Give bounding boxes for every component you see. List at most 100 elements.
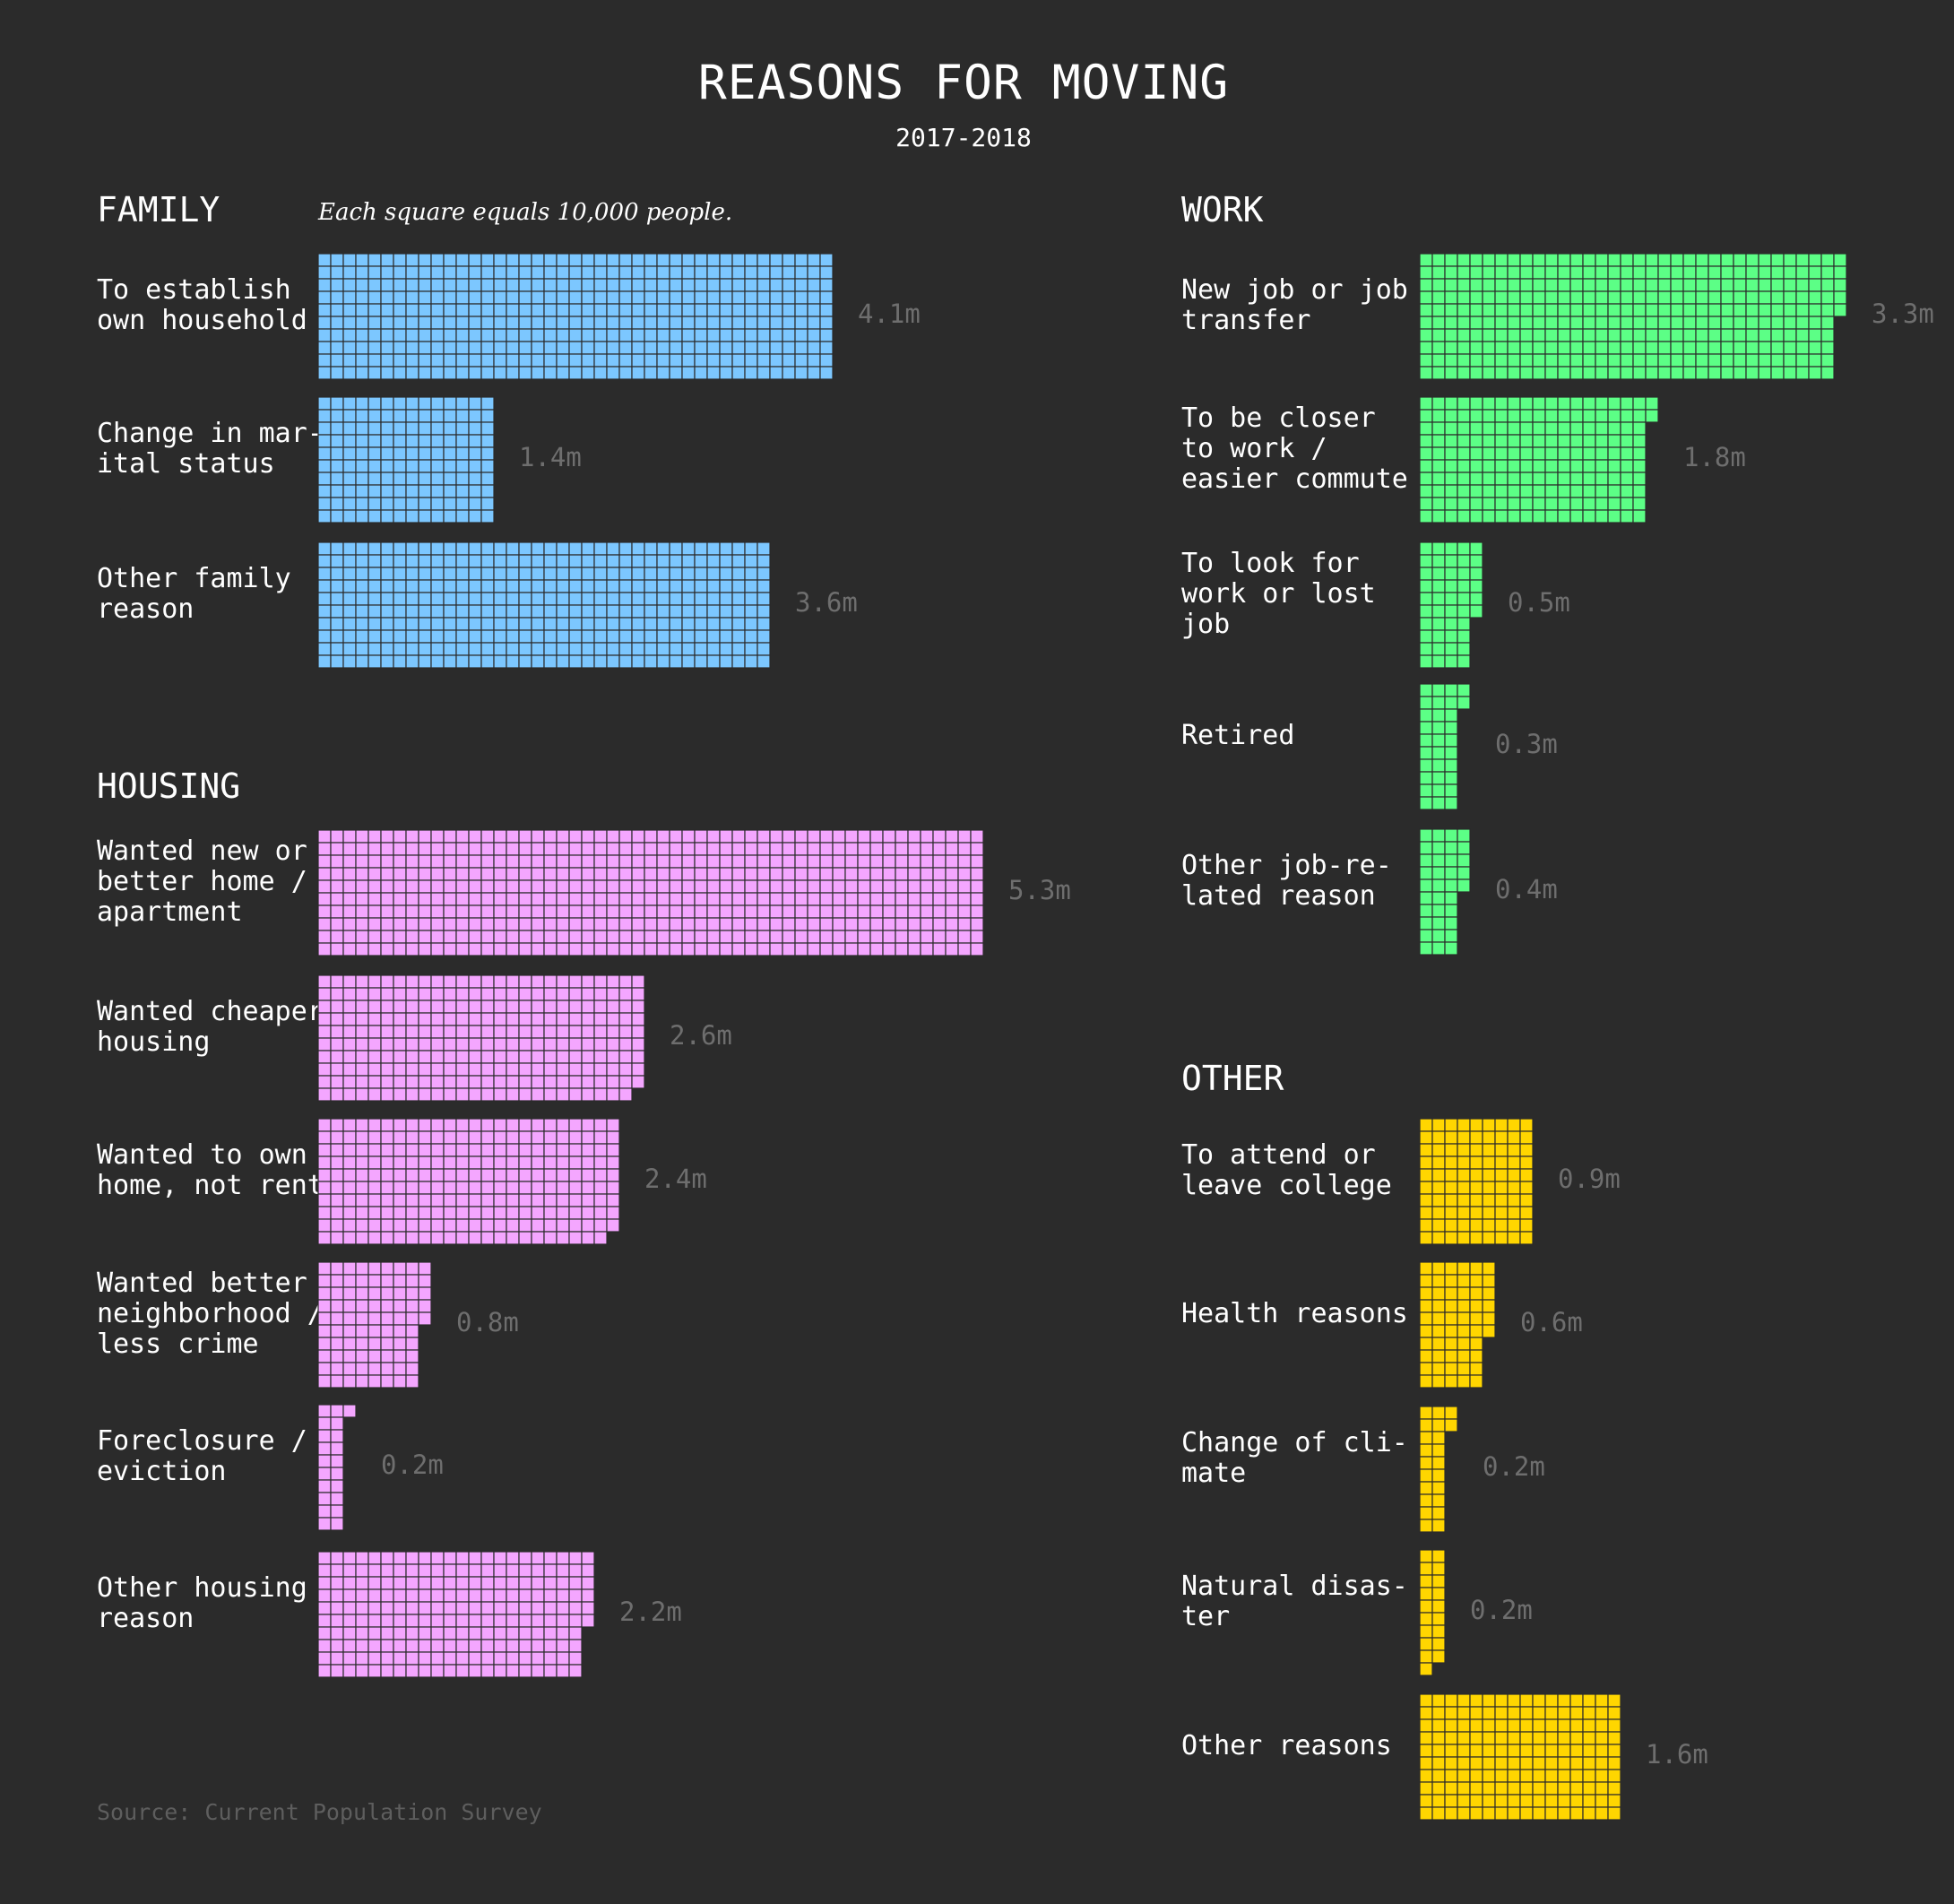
waffle-square (656, 341, 670, 355)
waffle-square (1494, 316, 1509, 330)
row-label: Retired (1181, 720, 1295, 751)
waffle-square (1607, 1769, 1621, 1783)
waffle-square (393, 1274, 407, 1288)
waffle-square (1482, 434, 1496, 448)
waffle-square (844, 917, 859, 931)
waffle-square (1607, 1731, 1621, 1745)
waffle-square (631, 1037, 645, 1052)
waffle-square (317, 904, 332, 919)
waffle-square (468, 904, 482, 919)
waffle-square (430, 1087, 445, 1102)
waffle-square (531, 592, 545, 606)
waffle-square (393, 617, 407, 631)
waffle-square (367, 1087, 382, 1102)
waffle-square (1557, 265, 1571, 280)
waffle-square (1431, 1599, 1446, 1614)
waffle-square (1620, 409, 1634, 423)
waffle-square (731, 579, 746, 593)
waffle-square (1419, 396, 1433, 411)
waffle-square (506, 1601, 520, 1615)
waffle-square (593, 1000, 608, 1014)
waffle-square (418, 629, 432, 644)
waffle-square (581, 604, 595, 619)
waffle-square (1569, 409, 1584, 423)
waffle-square (807, 854, 821, 869)
waffle-square (1670, 341, 1684, 355)
waffle-square (907, 892, 921, 906)
waffle-square (418, 987, 432, 1001)
waffle-square (355, 328, 369, 342)
waffle-square (317, 554, 332, 568)
waffle-square (355, 617, 369, 631)
waffle-square (556, 1639, 570, 1653)
waffle-square (1544, 328, 1559, 342)
waffle-square (1620, 278, 1634, 292)
waffle-square (1532, 1756, 1546, 1770)
waffle-square (1419, 783, 1433, 798)
waffle-square (1557, 1781, 1571, 1796)
waffle-square (1444, 642, 1458, 656)
waffle-square (317, 366, 332, 380)
waffle-square (342, 1261, 357, 1276)
waffle-square (418, 604, 432, 619)
waffle-square (480, 265, 495, 280)
waffle-square (769, 290, 783, 305)
waffle-square (543, 629, 558, 644)
waffle-square (757, 867, 771, 881)
waffle-square (405, 1155, 419, 1170)
waffle-square (342, 942, 357, 956)
waffle-square (393, 1218, 407, 1233)
waffle-square (518, 253, 532, 267)
waffle-square (794, 265, 808, 280)
waffle-square (418, 366, 432, 380)
waffle-square (1595, 353, 1609, 368)
waffle-square (744, 617, 758, 631)
waffle-square (1469, 541, 1483, 556)
waffle-square (342, 592, 357, 606)
waffle-square (342, 303, 357, 317)
waffle-square (1532, 459, 1546, 473)
waffle-square (1620, 459, 1634, 473)
waffle-square (593, 930, 608, 944)
waffle-square (493, 1206, 507, 1220)
waffle-square (443, 617, 457, 631)
waffle-square (330, 459, 344, 473)
waffle-square (342, 509, 357, 524)
waffle-square (455, 987, 470, 1001)
waffle-square (744, 917, 758, 931)
waffle-square (606, 842, 620, 856)
waffle-square (405, 842, 419, 856)
waffle-square (531, 290, 545, 305)
waffle-square (581, 265, 595, 280)
waffle-square (493, 1037, 507, 1052)
waffle-square (1494, 1693, 1509, 1708)
waffle-square (405, 654, 419, 669)
waffle-square (819, 303, 834, 317)
waffle-square (443, 1050, 457, 1064)
waffle-square (694, 328, 708, 342)
waffle-square (932, 854, 947, 869)
waffle-square (493, 1588, 507, 1603)
waffle-square (1431, 303, 1446, 317)
waffle-square (568, 1181, 583, 1195)
waffle-square (844, 854, 859, 869)
waffle-square (418, 434, 432, 448)
waffle-square (317, 484, 332, 498)
waffle-square (568, 642, 583, 656)
waffle-square (669, 253, 683, 267)
waffle-square (393, 421, 407, 436)
waffle-square (644, 629, 658, 644)
waffle-square (367, 1062, 382, 1077)
waffle-square (1620, 328, 1634, 342)
waffle-square (1444, 1418, 1458, 1432)
waffle-square (531, 1037, 545, 1052)
value-label: 2.6m (670, 1020, 732, 1051)
waffle-square (543, 567, 558, 581)
waffle-square (455, 1218, 470, 1233)
waffle-square (1519, 1769, 1534, 1783)
waffle-square (1494, 328, 1509, 342)
waffle-square (706, 930, 721, 944)
waffle-square (1457, 1286, 1471, 1301)
waffle-square (1457, 541, 1471, 556)
waffle-square (568, 1168, 583, 1182)
